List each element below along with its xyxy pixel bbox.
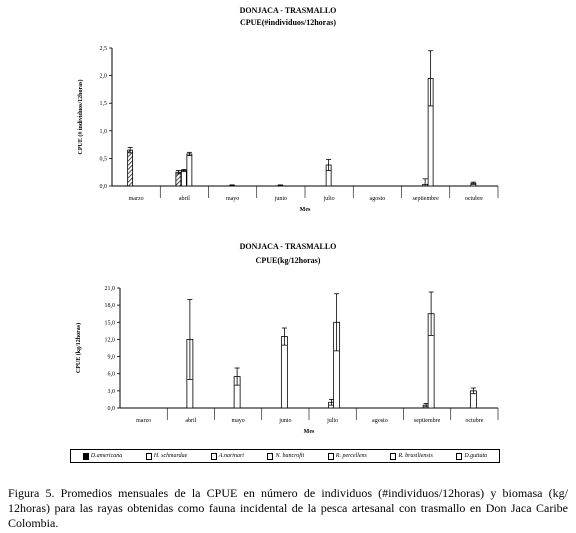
chart2-category-label: abril	[185, 418, 196, 424]
chart1-category-label: abril	[179, 196, 190, 202]
chart1-bar-D.americana	[175, 171, 182, 187]
chart2-y-tick-label: 12,0	[105, 337, 116, 343]
legend-swatch	[210, 452, 217, 460]
figure-caption: Figura 5. Promedios mensuales de la CPUE…	[8, 486, 568, 530]
legend-label: D.guttata	[464, 453, 488, 459]
legend-label: R. percellens	[335, 453, 367, 459]
chart1-title: DONJACA - TRASMALLO	[239, 6, 337, 15]
chart2-bar-H. schmardae	[280, 336, 288, 409]
chart1-category-label: octubre	[465, 196, 483, 202]
chart2-category-label: septiembre	[414, 418, 441, 424]
legend-swatch	[390, 452, 397, 460]
chart1-category-label: agosto	[370, 196, 386, 202]
chart2-y-tick-label: 9,0	[108, 355, 116, 361]
chart1-x-axis-label: Mes	[300, 207, 311, 213]
legend-label: N. bancrofti	[275, 453, 305, 459]
chart1-y-tick-label: 0,5	[100, 156, 108, 162]
chart1-category-label: mayo	[226, 196, 239, 202]
legend-item: N. bancrofti	[267, 452, 305, 460]
legend-swatch	[267, 452, 274, 460]
chart2-category-label: mayo	[231, 418, 244, 424]
legend-swatch	[82, 452, 89, 460]
chart1-bar-D.americana	[127, 149, 134, 187]
legend-item: R. brasiliensis	[390, 452, 433, 460]
chart1-bar-A.narinari	[186, 153, 193, 187]
chart1-category-label: junio	[274, 196, 287, 202]
chart1-category-label: septiembre	[412, 196, 439, 202]
chart2-y-tick-label: 15,0	[105, 320, 116, 326]
legend-item: R. percellens	[327, 452, 367, 460]
chart2-category-label: marzo	[136, 418, 151, 424]
chart2-category-label: junio	[278, 418, 291, 424]
chart2-category-label: agosto	[372, 418, 388, 424]
chart1-y-tick-label: 1,0	[100, 129, 108, 135]
chart1-y-tick-label: 0,0	[100, 184, 108, 190]
legend-label: A.narinari	[218, 453, 244, 459]
chart2-title: DONJACA - TRASMALLO	[239, 242, 337, 251]
chart2-y-tick-label: 18,0	[105, 303, 116, 309]
legend-swatch	[327, 452, 334, 460]
chart2-y-tick-label: 0,0	[108, 406, 116, 412]
chart2-y-tick-label: 21,0	[105, 286, 116, 292]
legend-item: H. schmardae	[145, 452, 188, 460]
chart1-y-tick-label: 2,0	[100, 74, 108, 80]
chart1-category-label: marzo	[129, 196, 144, 202]
legend-swatch	[145, 452, 152, 460]
chart1-category-label: julio	[323, 196, 335, 202]
chart2-y-tick-label: 6,0	[108, 372, 116, 378]
chart1-bar-H. schmardae	[180, 170, 187, 187]
chart2-category-label: octubre	[465, 418, 483, 424]
chart2-category-label: julio	[326, 418, 338, 424]
legend-label: D.americana	[90, 453, 123, 459]
legend-item: D.americana	[82, 452, 123, 460]
chart2-x-axis-label: Mes	[304, 429, 315, 435]
chart2-y-axis-label: CPUE (kg/12horas)	[75, 323, 82, 373]
chart2-y-tick-label: 3,0	[108, 389, 116, 395]
legend-item: A.narinari	[210, 452, 244, 460]
chart1-y-tick-label: 2,5	[100, 46, 108, 52]
legend-swatch	[456, 452, 463, 460]
chart1-y-tick-label: 1,5	[100, 101, 108, 107]
chart2-subtitle: CPUE(kg/12horas)	[255, 256, 321, 265]
chart1-y-axis-label: CPUE (# individuos/12horas)	[77, 79, 84, 154]
legend-label: H. schmardae	[153, 453, 188, 459]
legend-label: R. brasiliensis	[398, 453, 433, 459]
legend-item: D.guttata	[456, 452, 488, 460]
chart1-subtitle: CPUE(#individuos/12horas)	[239, 18, 337, 27]
legend: D.americana H. schmardae A.narinari N. banc…	[70, 449, 500, 463]
